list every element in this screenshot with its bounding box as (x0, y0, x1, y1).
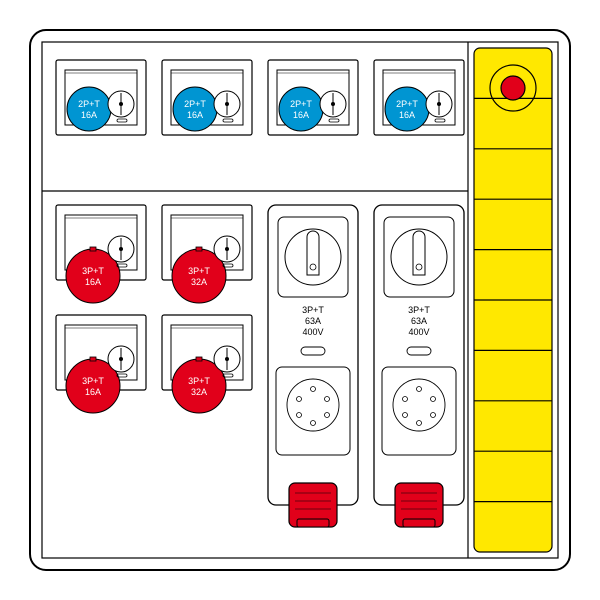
socket-label-2: 16A (85, 277, 101, 287)
socket-label-1: 2P+T (290, 99, 312, 109)
socket-label-1: 2P+T (78, 99, 100, 109)
socket-label-1: 2P+T (396, 99, 418, 109)
stop-button[interactable] (501, 76, 525, 100)
socket-label-2: 32A (191, 387, 207, 397)
socket-label-1: 2P+T (184, 99, 206, 109)
interlock-label-2: 63A (305, 316, 321, 326)
blue-socket-1[interactable]: 2P+T16A (162, 60, 252, 135)
socket-label-1: 3P+T (188, 376, 210, 386)
interlock-label-2: 63A (411, 316, 427, 326)
blue-socket-0[interactable]: 2P+T16A (56, 60, 146, 135)
socket-label-1: 3P+T (188, 266, 210, 276)
interlock-label-3: 400V (302, 327, 323, 337)
socket-label-2: 16A (293, 110, 309, 120)
blue-socket-3[interactable]: 2P+T16A (374, 60, 464, 135)
socket-label-1: 3P+T (82, 376, 104, 386)
interlock-label-3: 400V (408, 327, 429, 337)
socket-label-2: 16A (85, 387, 101, 397)
socket-label-2: 16A (399, 110, 415, 120)
interlock-label-1: 3P+T (408, 305, 430, 315)
socket-label-2: 16A (187, 110, 203, 120)
socket-label-2: 32A (191, 277, 207, 287)
interlock-socket-1[interactable]: 3P+T63A400V (374, 205, 464, 527)
interlock-socket-0[interactable]: 3P+T63A400V (268, 205, 358, 527)
socket-label-2: 16A (81, 110, 97, 120)
socket-label-1: 3P+T (82, 266, 104, 276)
blue-socket-2[interactable]: 2P+T16A (268, 60, 358, 135)
interlock-label-1: 3P+T (302, 305, 324, 315)
